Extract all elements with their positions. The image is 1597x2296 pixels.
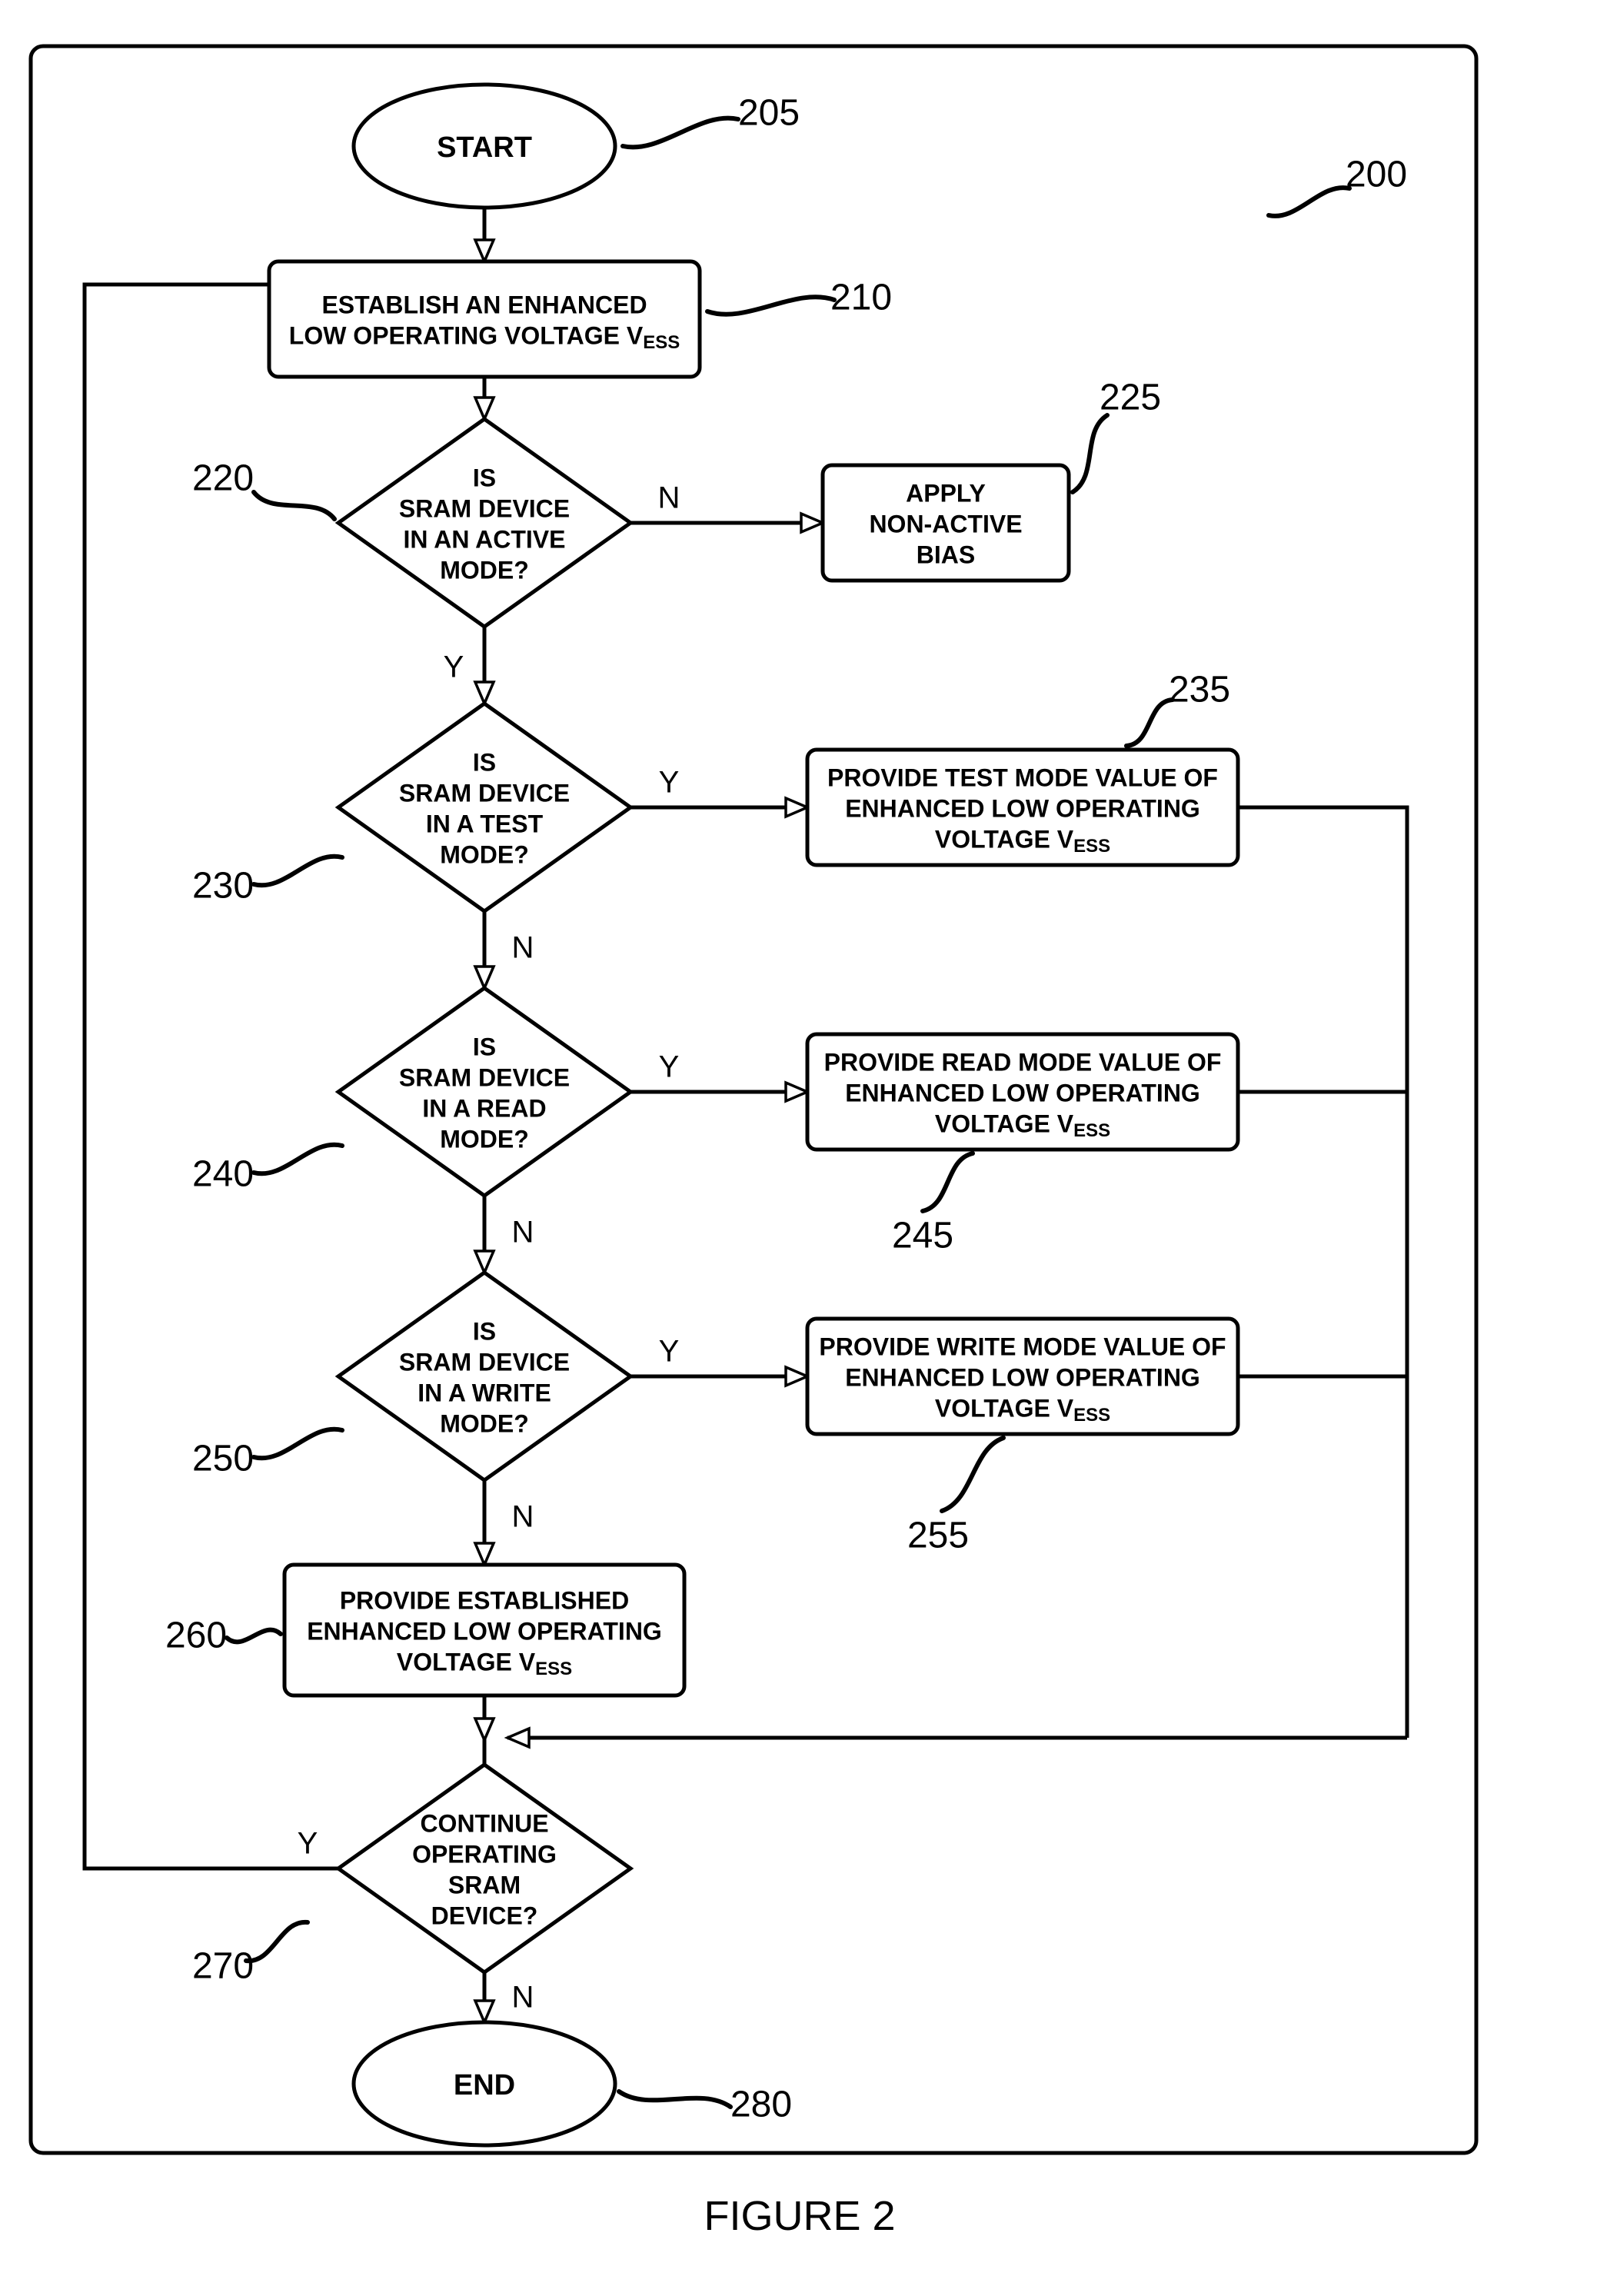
svg-text:Y: Y <box>659 1050 680 1084</box>
svg-text:Y: Y <box>298 1827 318 1861</box>
svg-text:SRAM DEVICE: SRAM DEVICE <box>399 1063 570 1091</box>
svg-text:PROVIDE READ MODE VALUE OF: PROVIDE READ MODE VALUE OF <box>824 1048 1222 1076</box>
ref-260: 260 <box>165 1616 227 1656</box>
svg-text:IS: IS <box>473 748 496 776</box>
outer-frame <box>31 46 1476 2153</box>
node-n225: APPLY NON-ACTIVE BIAS <box>823 465 1069 581</box>
svg-text:ENHANCED LOW OPERATING: ENHANCED LOW OPERATING <box>845 794 1200 822</box>
svg-text:MODE?: MODE? <box>440 1409 529 1437</box>
svg-text:N: N <box>658 481 680 515</box>
ref-250: 250 <box>192 1439 254 1479</box>
svg-text:DEVICE?: DEVICE? <box>431 1902 538 1929</box>
svg-text:MODE?: MODE? <box>440 840 529 868</box>
svg-text:IN A READ: IN A READ <box>422 1094 546 1122</box>
node-n260: PROVIDE ESTABLISHED ENHANCED LOW OPERATIN… <box>284 1565 684 1695</box>
svg-text:NON-ACTIVE: NON-ACTIVE <box>869 510 1022 537</box>
outer-reference-number: 200 <box>1346 155 1407 195</box>
svg-text:IN A WRITE: IN A WRITE <box>418 1379 551 1406</box>
node-end: END <box>354 2022 615 2145</box>
ref-240: 240 <box>192 1154 254 1195</box>
svg-text:PROVIDE TEST MODE VALUE OF: PROVIDE TEST MODE VALUE OF <box>827 764 1218 791</box>
ref-270: 270 <box>192 1946 254 1987</box>
ref-245: 245 <box>892 1216 953 1256</box>
node-n245: PROVIDE READ MODE VALUE OF ENHANCED LOW O… <box>807 1034 1238 1150</box>
ref-230: 230 <box>192 866 254 907</box>
svg-text:ESTABLISH AN ENHANCED: ESTABLISH AN ENHANCED <box>321 291 647 318</box>
svg-text:PROVIDE WRITE MODE VALUE OF: PROVIDE WRITE MODE VALUE OF <box>819 1333 1226 1360</box>
svg-text:OPERATING: OPERATING <box>412 1840 557 1868</box>
node-n235: PROVIDE TEST MODE VALUE OF ENHANCED LOW O… <box>807 750 1238 865</box>
svg-text:APPLY: APPLY <box>906 479 986 507</box>
svg-text:END: END <box>454 2069 515 2101</box>
svg-text:PROVIDE ESTABLISHED: PROVIDE ESTABLISHED <box>340 1586 629 1614</box>
svg-text:IS: IS <box>473 464 496 491</box>
svg-text:N: N <box>512 931 534 965</box>
svg-text:N: N <box>512 1216 534 1249</box>
svg-text:Y: Y <box>659 766 680 800</box>
svg-text:BIAS: BIAS <box>917 541 975 568</box>
figure-label: FIGURE 2 <box>704 2193 895 2239</box>
ref-235: 235 <box>1169 670 1230 710</box>
svg-text:N: N <box>512 1500 534 1534</box>
svg-text:SRAM DEVICE: SRAM DEVICE <box>399 1348 570 1376</box>
svg-text:ENHANCED LOW OPERATING: ENHANCED LOW OPERATING <box>307 1617 662 1645</box>
svg-text:START: START <box>437 131 532 164</box>
ref-255: 255 <box>907 1516 969 1556</box>
ref-225: 225 <box>1100 378 1161 418</box>
node-n210: ESTABLISH AN ENHANCED LOW OPERATING VOLTA… <box>269 261 700 377</box>
svg-text:Y: Y <box>659 1335 680 1369</box>
svg-text:CONTINUE: CONTINUE <box>420 1809 548 1837</box>
svg-text:LOW OPERATING VOLTAGE VESS: LOW OPERATING VOLTAGE VESS <box>289 321 680 353</box>
svg-text:IS: IS <box>473 1317 496 1345</box>
ref-220: 220 <box>192 458 254 499</box>
svg-text:N: N <box>512 1981 534 2015</box>
ref-280: 280 <box>730 2085 792 2125</box>
svg-text:IN AN ACTIVE: IN AN ACTIVE <box>404 525 566 553</box>
svg-text:SRAM: SRAM <box>448 1871 521 1898</box>
ref-210: 210 <box>830 278 892 318</box>
svg-text:MODE?: MODE? <box>440 556 529 584</box>
svg-text:MODE?: MODE? <box>440 1125 529 1153</box>
svg-text:SRAM DEVICE: SRAM DEVICE <box>399 494 570 522</box>
svg-text:ENHANCED LOW OPERATING: ENHANCED LOW OPERATING <box>845 1079 1200 1106</box>
node-start: START <box>354 85 615 208</box>
svg-text:Y: Y <box>444 651 464 684</box>
node-n255: PROVIDE WRITE MODE VALUE OF ENHANCED LOW … <box>807 1319 1238 1434</box>
svg-text:ENHANCED LOW OPERATING: ENHANCED LOW OPERATING <box>845 1363 1200 1391</box>
svg-text:IN A TEST: IN A TEST <box>426 810 544 837</box>
svg-text:SRAM DEVICE: SRAM DEVICE <box>399 779 570 807</box>
svg-text:IS: IS <box>473 1033 496 1060</box>
ref-205: 205 <box>738 93 800 134</box>
flowchart-diagram: N Y Y N Y N Y N N Y START ESTABLISH AN ENHANCED LOW… <box>0 0 1597 2296</box>
